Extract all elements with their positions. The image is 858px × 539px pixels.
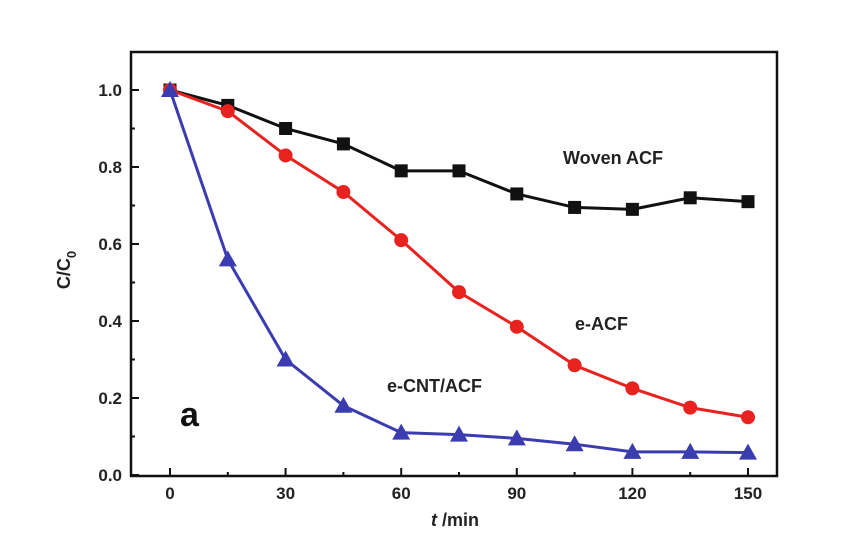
series-label-e-acf: e-ACF [575, 314, 628, 334]
x-tick-label: 60 [392, 484, 411, 503]
y-tick-label: 0.6 [98, 235, 122, 254]
data-point-e-cnt-acf [218, 250, 237, 267]
y-tick-label: 0.2 [98, 389, 122, 408]
data-point-e-acf [336, 185, 351, 200]
data-point-e-cnt-acf [565, 435, 584, 452]
y-axis-label: C/C0 [54, 251, 79, 289]
data-point-woven-acf [625, 202, 639, 216]
data-point-e-acf [683, 400, 698, 415]
x-tick-label: 120 [618, 484, 646, 503]
data-point-e-cnt-acf [450, 425, 468, 442]
x-tick-label: 90 [507, 484, 526, 503]
panel-label: a [180, 396, 200, 434]
data-point-woven-acf [394, 164, 408, 178]
plot-frame [129, 50, 779, 478]
x-tick-label: 150 [734, 484, 762, 503]
y-tick-label: 0.4 [98, 312, 122, 331]
data-point-e-acf [452, 285, 466, 300]
data-point-e-cnt-acf [334, 396, 353, 413]
data-point-e-cnt-acf [507, 429, 526, 446]
y-tick-label: 1.0 [98, 81, 122, 100]
y-tick-label: 0.8 [98, 158, 122, 177]
data-point-e-acf [741, 410, 755, 425]
data-point-e-acf [509, 319, 524, 334]
x-tick-label: 30 [276, 484, 295, 503]
data-point-woven-acf [683, 191, 697, 205]
data-point-woven-acf [452, 164, 466, 178]
data-point-e-acf [625, 381, 640, 396]
x-axis-label: t /min [431, 510, 479, 530]
data-point-e-acf [278, 148, 293, 163]
data-point-e-cnt-acf [623, 442, 642, 459]
data-point-woven-acf [568, 200, 582, 214]
data-point-e-acf [220, 104, 235, 119]
series-label-e-cnt-acf: e-CNT/ACF [387, 376, 482, 396]
data-point-woven-acf [279, 122, 293, 135]
data-point-e-cnt-acf [739, 443, 757, 460]
data-point-woven-acf [336, 137, 350, 151]
series-label-woven-acf: Woven ACF [563, 148, 663, 168]
data-point-e-cnt-acf [392, 423, 411, 440]
data-point-e-acf [567, 358, 582, 373]
data-point-e-cnt-acf [681, 442, 700, 459]
data-point-woven-acf [741, 195, 755, 209]
y-tick-label: 0.0 [98, 466, 122, 485]
data-point-e-cnt-acf [161, 81, 179, 97]
x-tick-label: 0 [165, 484, 174, 503]
data-point-e-cnt-acf [276, 350, 295, 367]
data-point-woven-acf [510, 187, 524, 201]
series-line-e-acf [169, 88, 749, 419]
data-point-e-acf [394, 233, 409, 248]
